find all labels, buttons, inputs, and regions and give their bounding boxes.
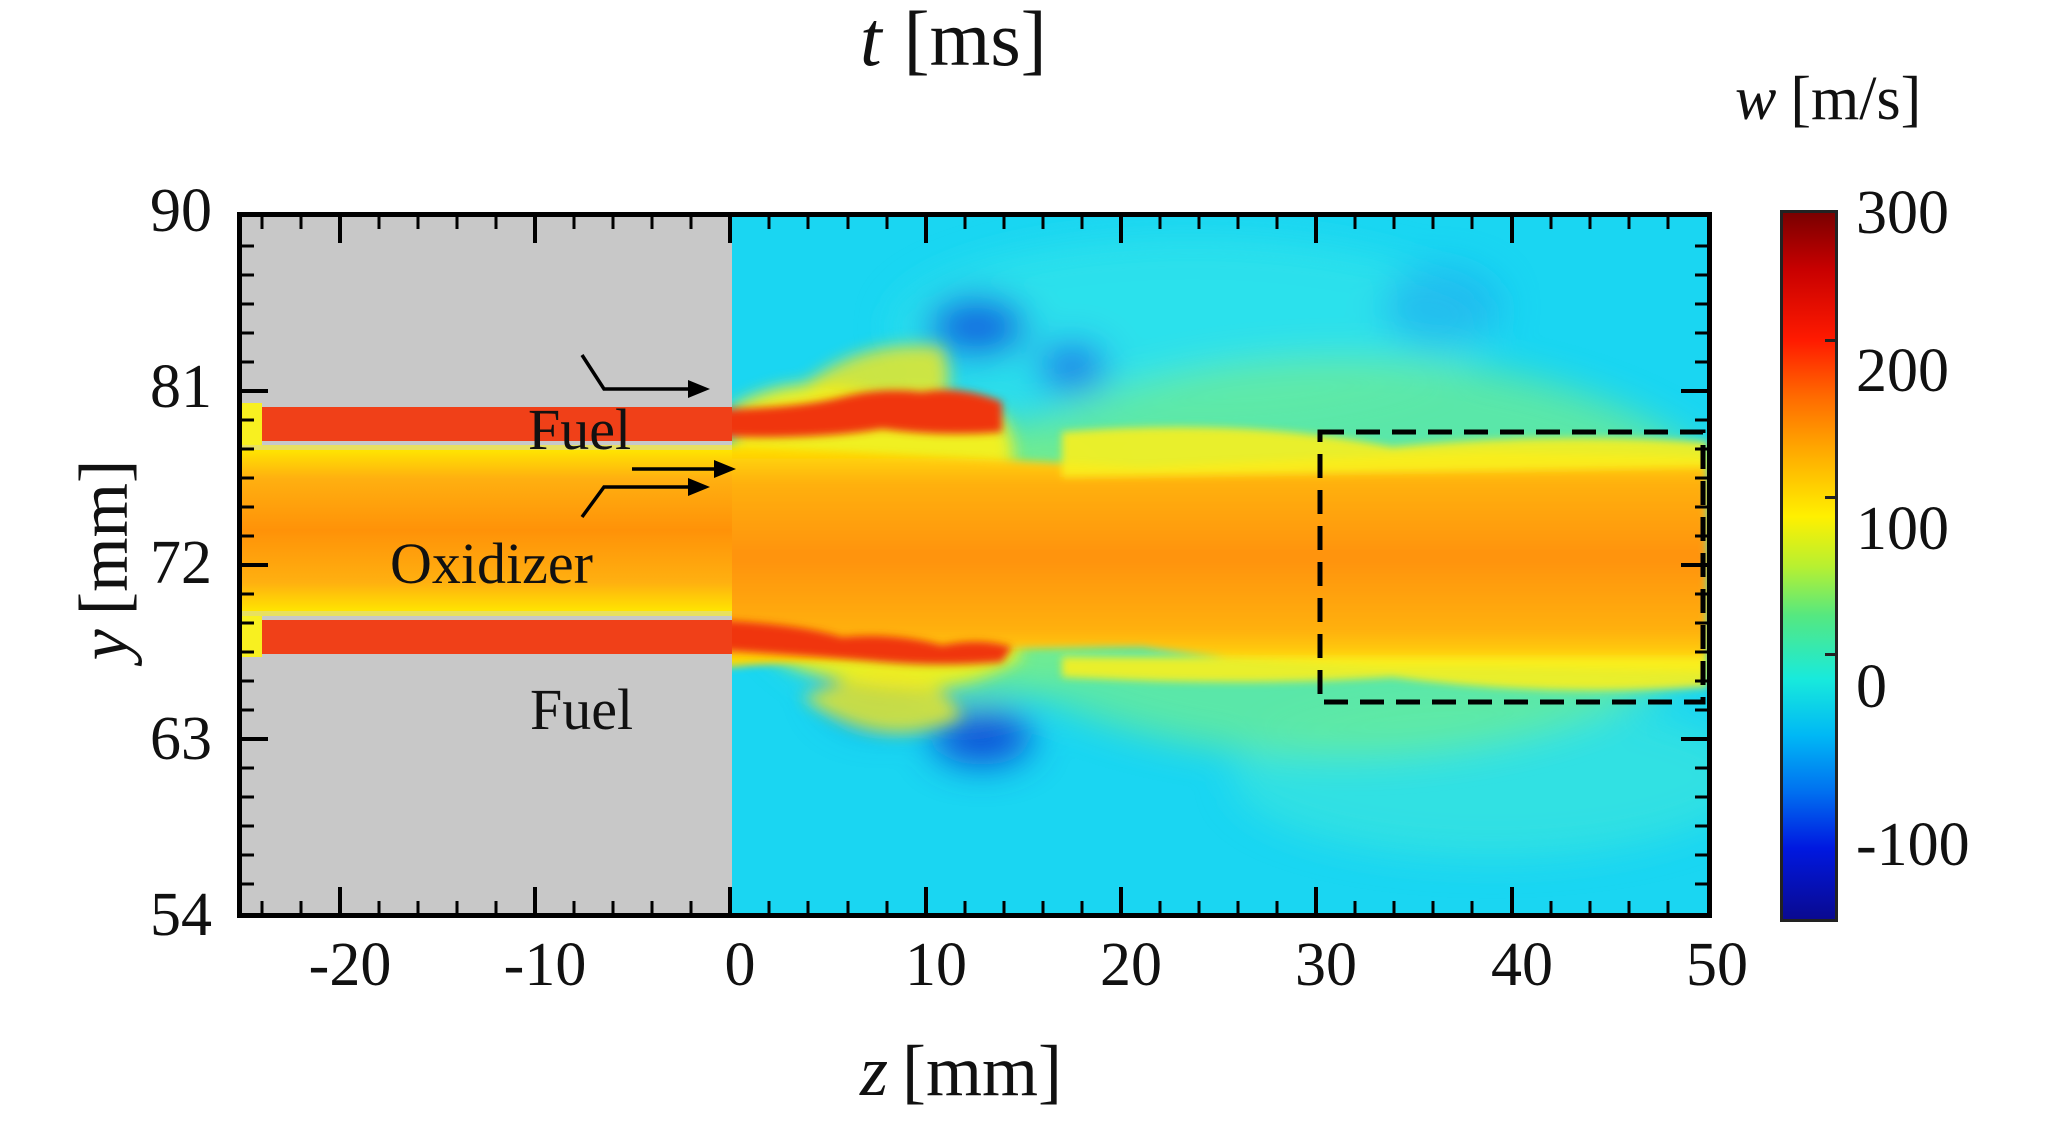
colorbar-unit: [m/s] <box>1790 65 1922 133</box>
colorbar-tick <box>1825 339 1835 342</box>
x-tick-label: 20 <box>1100 931 1162 999</box>
x-axis-ticks <box>338 217 1514 913</box>
y-tick-label: 54 <box>150 881 212 949</box>
highlight-box <box>1317 429 1706 705</box>
annotation-fuel-bottom: Fuel <box>530 677 634 742</box>
plot-area <box>237 212 1712 918</box>
x-tick-label: -10 <box>503 931 587 999</box>
x-tick-label: -20 <box>308 931 392 999</box>
annotation-oxidizer: Oxidizer <box>390 531 593 596</box>
title-symbol: t <box>860 0 882 82</box>
annotation-fuel-top: Fuel <box>528 397 632 462</box>
annotation-arrows <box>580 354 720 519</box>
x-axis-label: z [mm] <box>860 1030 1062 1113</box>
y-tick-label: 81 <box>150 353 212 421</box>
xlabel-unit: [mm] <box>902 1031 1062 1111</box>
y-tick-label: 90 <box>150 177 212 245</box>
colorbar-symbol: w <box>1735 65 1777 133</box>
x-tick-label: 40 <box>1491 931 1553 999</box>
y-tick-label: 63 <box>150 705 212 773</box>
colorbar-tick-label: 100 <box>1856 495 1949 563</box>
colorbar-tick-label: 0 <box>1856 653 1887 721</box>
y-tick-label: 72 <box>150 529 212 597</box>
title-unit: [ms] <box>903 0 1047 82</box>
chart-title: t [ms] <box>860 0 1047 84</box>
colorbar-tick-label: 200 <box>1856 337 1949 405</box>
x-axis-minor-ticks <box>260 217 1670 913</box>
colorbar-tick <box>1825 653 1835 656</box>
colorbar-tick-label: 300 <box>1856 179 1949 247</box>
x-tick-label: 50 <box>1686 931 1748 999</box>
colorbar <box>1780 210 1838 922</box>
colorbar-tick <box>1825 496 1835 499</box>
colorbar-tick-label: -100 <box>1856 811 1970 879</box>
x-tick-label: 30 <box>1295 931 1357 999</box>
x-tick-label: 10 <box>905 931 967 999</box>
x-tick-label: 0 <box>724 931 756 999</box>
colorbar-title: w [m/s] <box>1735 64 1921 135</box>
velocity-field-heatmap <box>242 217 1707 913</box>
xlabel-symbol: z <box>860 1031 889 1111</box>
arrow-heads <box>688 380 736 496</box>
ylabel-symbol: y <box>66 629 143 661</box>
